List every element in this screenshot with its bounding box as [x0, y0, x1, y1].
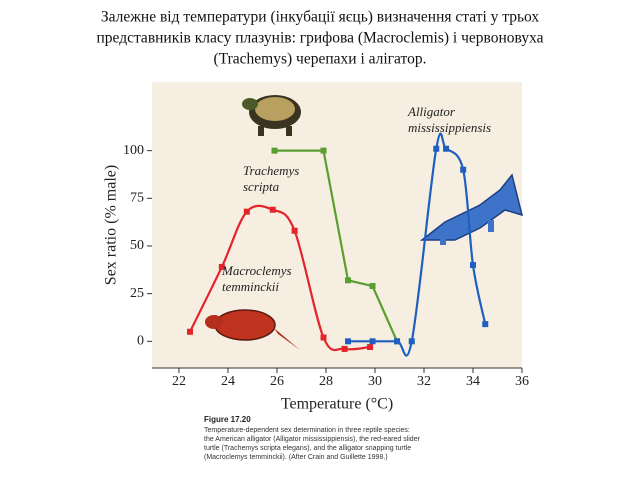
point	[394, 338, 401, 345]
x-tick-label: 30	[368, 374, 382, 389]
x-tick-label: 26	[270, 374, 284, 389]
point	[269, 206, 276, 213]
y-tick-label: 50	[130, 238, 144, 253]
series-label: Trachemys	[243, 163, 299, 178]
point	[341, 345, 348, 352]
snapping-turtle-illustration	[205, 309, 300, 350]
point	[367, 344, 374, 351]
x-tick-label: 32	[417, 374, 431, 389]
point	[460, 166, 467, 173]
turtle-illustration	[242, 95, 301, 136]
x-tick-label: 22	[172, 374, 186, 389]
x-tick-label: 34	[466, 374, 480, 389]
point	[320, 147, 327, 154]
x-axis-label: Temperature (°C)	[281, 396, 393, 413]
y-tick-label: 100	[123, 143, 144, 158]
caption-label: Figure 17.20	[204, 415, 251, 424]
y-tick-label: 25	[130, 286, 144, 301]
point	[408, 338, 415, 345]
title-line: Залежне від температури (інкубації яєць)…	[101, 9, 540, 26]
x-tick-label: 28	[319, 374, 333, 389]
point	[218, 263, 225, 270]
series-label: temminckii	[222, 279, 279, 294]
point	[443, 145, 450, 152]
series-label: scripta	[243, 179, 280, 194]
series-label: Macroclemys	[221, 263, 292, 278]
point	[469, 262, 476, 269]
point	[271, 147, 278, 154]
x-tick-label: 24	[221, 374, 235, 389]
title-line: представників класу плазунів: грифова (M…	[96, 30, 543, 47]
point	[345, 277, 352, 284]
point	[433, 145, 440, 152]
point	[320, 334, 327, 341]
caption-line: turtle (Trachemys scripta elegans), and …	[204, 445, 411, 452]
point	[291, 227, 298, 234]
point	[369, 283, 376, 290]
y-axis-label: Sex ratio (% male)	[103, 165, 120, 285]
x-tick-label: 36	[515, 374, 529, 389]
title-line: (Trachemys) черепахи і алігатор.	[214, 51, 427, 68]
series-line	[348, 132, 487, 357]
caption-line: (Macroclemys temminckii). (After Crain a…	[204, 454, 388, 461]
series-label: Alligator	[407, 104, 456, 119]
y-tick-label: 75	[130, 191, 144, 206]
series-label: mississippiensis	[408, 120, 491, 135]
caption-line: the American alligator (Alligator missis…	[204, 436, 421, 443]
point	[243, 208, 250, 215]
point	[482, 321, 489, 328]
alligator-illustration	[419, 173, 524, 245]
caption-line: Temperature-dependent sex determination …	[204, 427, 410, 434]
point	[345, 338, 352, 345]
point	[186, 328, 193, 335]
y-tick-label: 0	[137, 334, 144, 349]
point	[369, 338, 376, 345]
